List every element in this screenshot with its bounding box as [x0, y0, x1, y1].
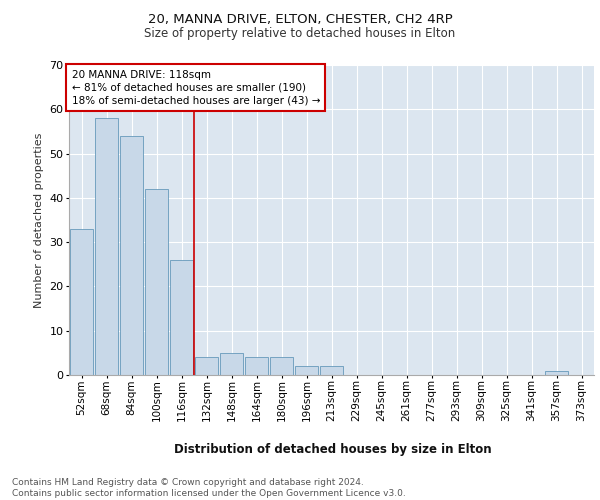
Bar — [295, 366, 318, 375]
Text: Size of property relative to detached houses in Elton: Size of property relative to detached ho… — [145, 28, 455, 40]
Bar — [120, 136, 143, 375]
Bar — [220, 353, 243, 375]
Bar — [320, 366, 343, 375]
Bar — [170, 260, 193, 375]
Bar — [95, 118, 118, 375]
Bar — [195, 358, 218, 375]
Text: 20 MANNA DRIVE: 118sqm
← 81% of detached houses are smaller (190)
18% of semi-de: 20 MANNA DRIVE: 118sqm ← 81% of detached… — [71, 70, 320, 106]
Bar — [245, 358, 268, 375]
Bar — [270, 358, 293, 375]
Bar — [545, 370, 568, 375]
Bar — [145, 189, 168, 375]
Y-axis label: Number of detached properties: Number of detached properties — [34, 132, 44, 308]
Text: 20, MANNA DRIVE, ELTON, CHESTER, CH2 4RP: 20, MANNA DRIVE, ELTON, CHESTER, CH2 4RP — [148, 12, 452, 26]
Text: Contains HM Land Registry data © Crown copyright and database right 2024.
Contai: Contains HM Land Registry data © Crown c… — [12, 478, 406, 498]
Bar — [70, 229, 93, 375]
Text: Distribution of detached houses by size in Elton: Distribution of detached houses by size … — [174, 442, 492, 456]
